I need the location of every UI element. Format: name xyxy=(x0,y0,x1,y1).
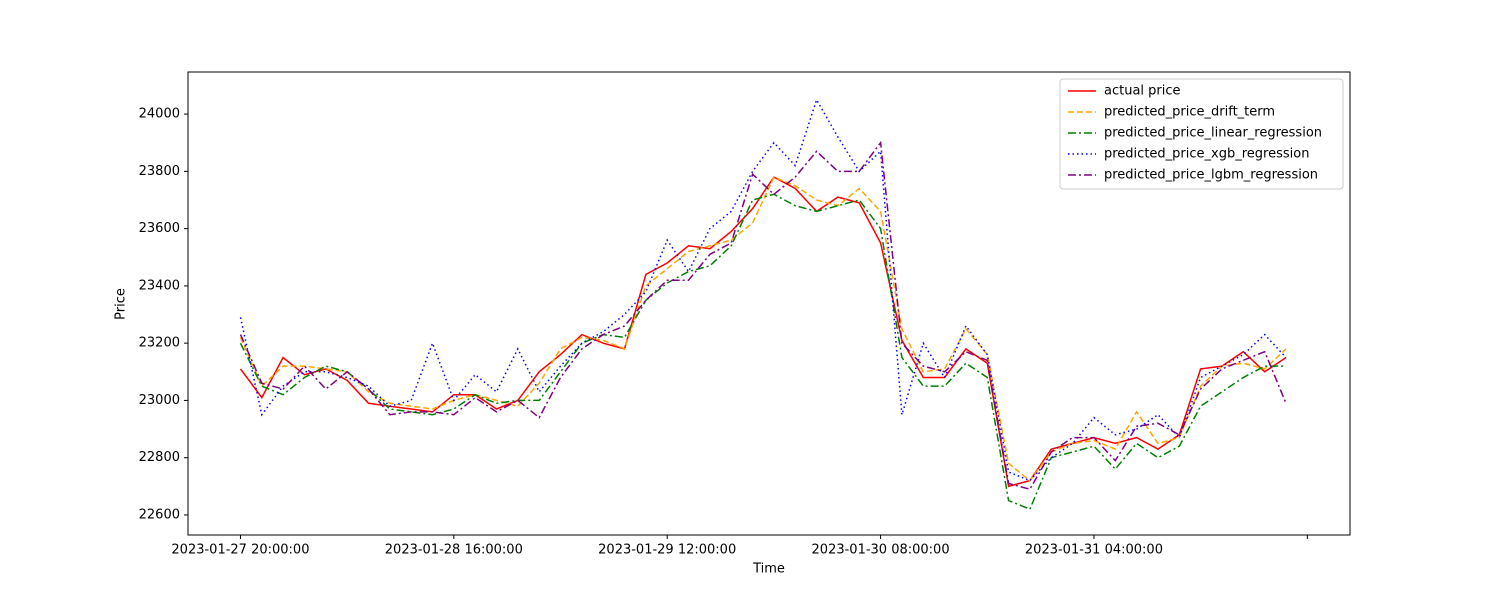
plot-frame xyxy=(187,71,1351,536)
y-tick-label: 23200 xyxy=(139,336,180,351)
x-tick-label: 2023-01-29 12:00:00 xyxy=(598,543,736,558)
y-tick-label: 23000 xyxy=(139,393,180,408)
y-tick-label: 23600 xyxy=(139,221,180,236)
x-tick-label: 2023-01-28 16:00:00 xyxy=(385,543,523,558)
y-tick-label: 22600 xyxy=(139,507,180,522)
x-tick-label: 2023-01-27 20:00:00 xyxy=(171,543,309,558)
y-tick-label: 23400 xyxy=(139,278,180,293)
series-line xyxy=(239,176,1287,482)
series-line xyxy=(239,97,1287,482)
x-axis-label: Time xyxy=(752,562,785,577)
legend-label: predicted_price_lgbm_regression xyxy=(1104,168,1318,183)
legend-label: predicted_price_xgb_regression xyxy=(1104,147,1309,162)
series-line xyxy=(239,140,1287,491)
legend-label: predicted_price_linear_regression xyxy=(1104,126,1322,141)
y-tick-label: 24000 xyxy=(139,107,180,122)
y-tick-label: 23800 xyxy=(139,164,180,179)
legend-label: actual price xyxy=(1104,84,1181,99)
x-tick-label: 2023-01-30 08:00:00 xyxy=(812,543,950,558)
legend-label: predicted_price_drift_term xyxy=(1104,105,1275,120)
y-tick-label: 22800 xyxy=(139,450,180,465)
x-tick-label: 2023-01-31 04:00:00 xyxy=(1025,543,1163,558)
series-line xyxy=(239,176,1287,488)
series-line xyxy=(239,193,1286,511)
legend-box xyxy=(1059,78,1344,190)
y-axis-label: Price xyxy=(114,288,129,320)
